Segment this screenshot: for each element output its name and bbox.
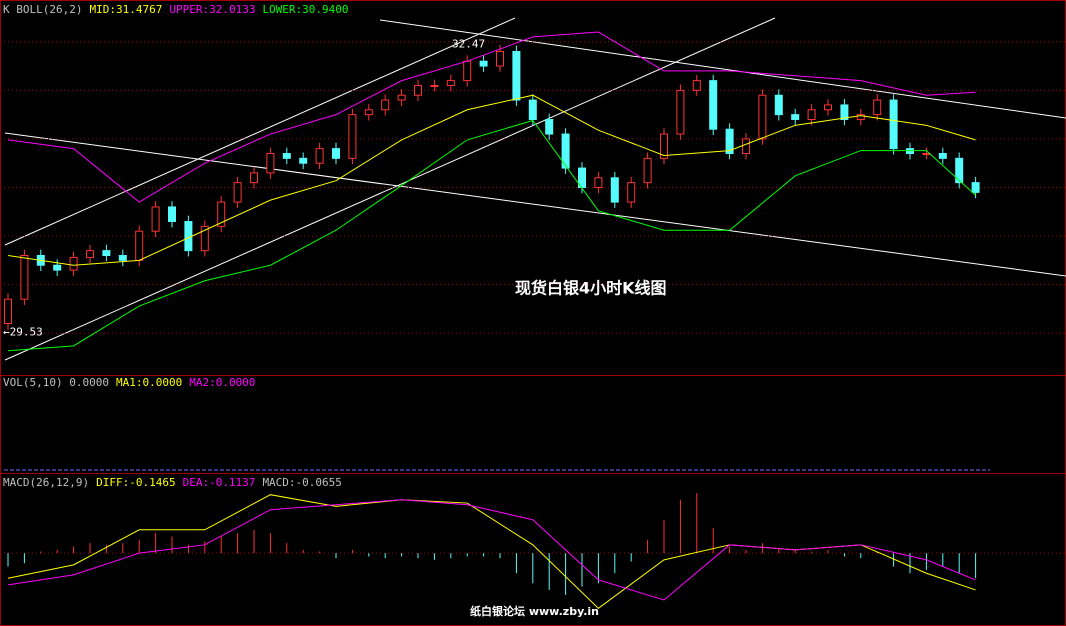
chart-title: 现货白银4小时K线图 <box>515 279 667 298</box>
candle-body <box>315 148 324 164</box>
candle-body <box>102 250 111 257</box>
candle-body <box>774 94 783 116</box>
candle-body <box>381 99 390 111</box>
trend-line <box>4 17 776 361</box>
candle-body <box>266 152 275 174</box>
candle-body <box>217 201 226 227</box>
indicator-line <box>7 31 976 203</box>
candle-body <box>807 109 816 120</box>
trend-line <box>379 19 1066 119</box>
candle-body <box>561 133 570 169</box>
trend-line <box>4 17 516 246</box>
trend-lines <box>4 17 1066 361</box>
indicator-line <box>7 94 976 266</box>
watermark: 纸白银论坛 www.zby.in <box>470 604 599 618</box>
candle-body <box>840 104 849 120</box>
legend-label: MACD(26,12,9) <box>3 476 89 489</box>
legend-label: UPPER:32.0133 <box>169 3 255 16</box>
candle-body <box>758 94 767 140</box>
candle-body <box>168 206 176 223</box>
candle-body <box>53 264 62 271</box>
candle-body <box>496 50 504 67</box>
candle-body <box>643 157 652 184</box>
candle-body <box>299 157 308 164</box>
candle-body <box>545 118 554 135</box>
candle-body <box>184 221 193 252</box>
candle-body <box>463 60 472 82</box>
candle-body <box>430 84 439 87</box>
candle-body <box>692 80 701 91</box>
legend-label: DEA:-0.1137 <box>183 476 256 489</box>
candle-body <box>233 182 242 203</box>
legend-label: MID:31.4767 <box>89 3 162 16</box>
legend-label: LOWER:30.9400 <box>262 3 348 16</box>
legend-label: MA1:0.0000 <box>116 376 182 389</box>
candle-body <box>446 80 455 86</box>
legend-label: K BOLL(26,2) <box>3 3 82 16</box>
candle-body <box>709 80 718 130</box>
candle-body <box>627 182 636 203</box>
candle-body <box>660 133 668 159</box>
candle-body <box>856 114 865 120</box>
candle-body <box>20 255 29 300</box>
candle-body <box>610 177 619 203</box>
candle-body <box>528 99 537 120</box>
price-annotation: ←29.53 <box>3 325 43 338</box>
legend-label: MA2:0.0000 <box>189 376 255 389</box>
trend-line <box>4 132 1066 277</box>
candle-body <box>955 157 964 184</box>
candle-body <box>332 148 340 159</box>
indicator-line <box>7 119 976 352</box>
candle-body <box>200 225 209 252</box>
indicator-line <box>7 499 976 601</box>
candle-body <box>676 89 685 135</box>
candle-body <box>479 60 488 67</box>
candle-body <box>69 256 78 271</box>
candle-body <box>250 172 258 184</box>
candle-body <box>348 114 357 159</box>
candle-body <box>889 99 898 150</box>
price-annotation: 32.47 <box>452 38 485 51</box>
candle-body <box>282 152 291 159</box>
candle-body <box>938 152 947 159</box>
candle-body <box>118 255 127 261</box>
legend-label: VOL(5,10) 0.0000 <box>3 376 109 389</box>
candle-body <box>594 177 603 188</box>
candle-body <box>151 206 160 232</box>
candle-body <box>922 152 931 155</box>
legend-label: MACD:-0.0655 <box>262 476 341 489</box>
legend-label: DIFF:-0.1465 <box>96 476 175 489</box>
candle-body <box>873 99 882 116</box>
candle-body <box>414 84 422 96</box>
candle-body <box>397 94 406 101</box>
candle-body <box>364 109 373 116</box>
candle-body <box>135 230 144 261</box>
candle-body <box>725 128 734 154</box>
candle-body <box>824 104 832 111</box>
candle-body <box>86 250 94 258</box>
candle-body <box>4 298 12 325</box>
candle-body <box>791 114 800 120</box>
candle-body <box>742 138 750 154</box>
candle-body <box>512 50 521 101</box>
candle-body <box>971 182 980 193</box>
